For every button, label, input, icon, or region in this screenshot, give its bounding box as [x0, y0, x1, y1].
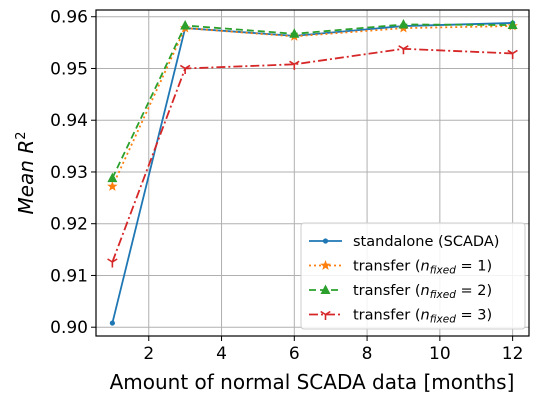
y-tick-label: 0.91: [50, 266, 88, 286]
legend-label-main: transfer (: [353, 283, 421, 299]
data-point: [398, 18, 409, 29]
series-layer: [107, 18, 518, 326]
y-axis-label-sup: 2: [14, 131, 29, 139]
legend-label-subscript: fixed: [430, 289, 456, 301]
legend-label: transfer (nfixed = 2): [353, 283, 492, 301]
legend-label-var: n: [421, 308, 430, 324]
legend-marker: [322, 238, 329, 244]
series-3: [107, 18, 518, 183]
legend-item: transfer (nfixed = 3): [309, 308, 492, 326]
data-point: [179, 64, 191, 74]
legend-marker: [320, 284, 331, 294]
legend-label-tail: = 1): [456, 259, 492, 275]
legend-item: standalone (SCADA): [309, 234, 499, 250]
legend-item: transfer (nfixed = 1): [309, 259, 492, 277]
legend-label-var: n: [421, 259, 430, 275]
legend-item: transfer (nfixed = 2): [309, 283, 492, 301]
x-tick-label: 6: [289, 344, 300, 364]
legend-label-var: n: [421, 283, 430, 299]
data-point: [507, 19, 518, 30]
legend-label: transfer (nfixed = 3): [353, 308, 492, 326]
y-tick-label: 0.92: [50, 215, 88, 235]
x-axis-label: Amount of normal SCADA data [months]: [110, 370, 515, 394]
data-point: [398, 45, 409, 55]
data-point: [289, 60, 300, 70]
data-point: [109, 320, 115, 326]
legend-label-tail: = 3): [456, 308, 492, 324]
y-tick-label: 0.96: [50, 8, 88, 28]
data-point: [180, 20, 191, 30]
data-point: [107, 180, 118, 191]
legend-marker: [320, 310, 331, 320]
legend-label: transfer (nfixed = 1): [353, 259, 492, 277]
y-tick-label: 0.93: [50, 163, 88, 183]
data-point: [107, 172, 118, 183]
axis-ticks: 2 4 6 8 10 12 0.90 0.91 0.92 0.93 0.94 0.95 0.96: [50, 8, 523, 364]
legend-label-main: transfer (: [353, 259, 421, 275]
legend-items: standalone (SCADA)transfer (nfixed = 1)t…: [309, 234, 499, 326]
legend-label-main: standalone (SCADA): [353, 234, 499, 250]
series-line: [111, 47, 513, 263]
data-point: [507, 49, 518, 59]
legend-label-subscript: fixed: [430, 314, 456, 326]
x-tick-label: 12: [502, 344, 524, 364]
x-tick-label: 8: [362, 344, 373, 364]
x-tick-label: 10: [429, 344, 451, 364]
y-tick-label: 0.90: [50, 318, 88, 338]
legend-frame: [300, 222, 526, 330]
legend-label: standalone (SCADA): [353, 234, 499, 250]
legend-marker: [320, 260, 331, 270]
series-2: [107, 20, 518, 191]
legend-label-main: transfer (: [353, 308, 421, 324]
plot-frame: [95, 9, 530, 337]
x-tick-label: 2: [143, 344, 154, 364]
legend-label-tail: = 2): [456, 283, 492, 299]
legend-label-subscript: fixed: [430, 265, 456, 277]
x-tick-label: 4: [216, 344, 227, 364]
data-point: [107, 258, 118, 268]
y-tick-label: 0.94: [50, 111, 88, 131]
y-axis-label: Mean R2: [14, 131, 38, 214]
series-4: [107, 45, 518, 268]
series-line: [111, 25, 513, 187]
y-tick-label: 0.95: [50, 59, 88, 79]
data-point: [289, 28, 300, 38]
legend: standalone (SCADA)transfer (nfixed = 1)t…: [300, 222, 526, 330]
y-axis-label-main: Mean R: [14, 140, 38, 215]
